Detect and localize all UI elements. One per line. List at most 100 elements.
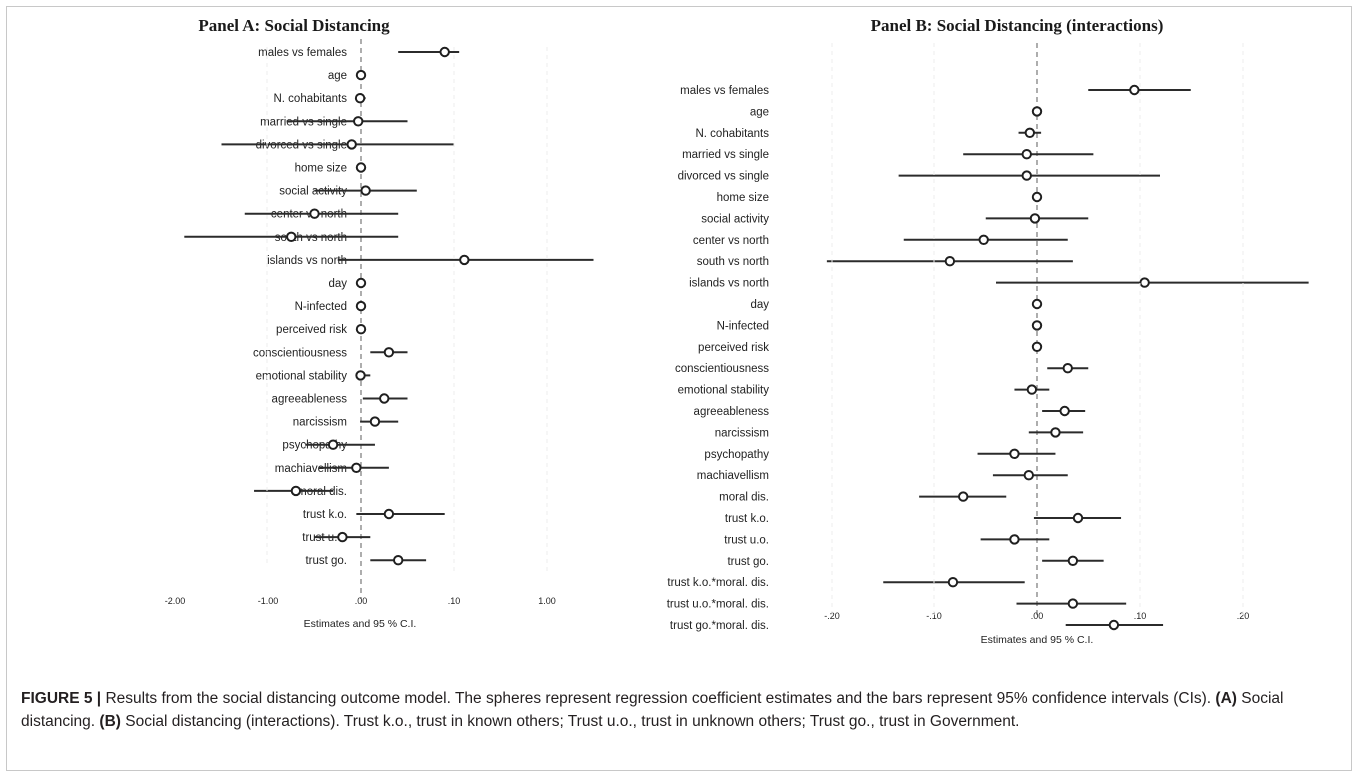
forest-plot-figure: Panel A: Social Distancing males vs femal…	[165, 16, 1309, 646]
panel-b-estimate-point	[1023, 470, 1034, 481]
panel-a-tick-label: .10	[448, 596, 461, 606]
panel-b-estimate-point	[978, 234, 989, 246]
panel-b-estimate-point	[1024, 127, 1036, 139]
panel-b-row-label: agreeableness	[694, 406, 770, 418]
panel-a-estimate-point	[355, 69, 367, 81]
panel-a-row-label: N. cohabitants	[273, 93, 347, 105]
panel-a-row-label: emotional stability	[256, 370, 348, 382]
panel-b-estimate-point	[1139, 277, 1150, 288]
panel-b-estimate-point	[947, 577, 959, 588]
panel-b-row-label: machiavellism	[697, 470, 769, 482]
panel-a-estimate-point	[383, 347, 395, 358]
panel-b-tick-label: -.10	[926, 611, 942, 621]
panel-b-row-label: perceived risk	[698, 342, 769, 354]
figure-caption: FIGURE 5 | Results from the social dista…	[21, 687, 1346, 733]
panel-b-row-label: moral dis.	[719, 492, 769, 504]
panel-a-row-label: trust go.	[305, 555, 347, 567]
panel-a-estimate-point	[337, 531, 348, 543]
panel-b-row-label: narcissism	[715, 427, 769, 439]
panel-b-estimate-point	[1029, 213, 1041, 224]
panel-b-row-label: N-infected	[717, 320, 769, 332]
panel-b-estimate-point	[1067, 598, 1079, 609]
panel-a-estimate-point	[353, 116, 364, 127]
panel-a-estimate-point	[286, 231, 297, 243]
panel-a-estimate-point	[346, 139, 357, 150]
panel-a-tick-label: 1.00	[538, 596, 556, 606]
panel-b-row-label: day	[750, 299, 769, 311]
panel-a-title: Panel A: Social Distancing	[198, 16, 390, 35]
panel-a-estimate-point	[355, 277, 367, 289]
panel-b-tick-label: .20	[1237, 611, 1250, 621]
panel-b-estimate-point	[1067, 555, 1079, 566]
panel-b-title: Panel B: Social Distancing (interactions…	[871, 16, 1164, 35]
panel-a-row-label: islands vs north	[267, 255, 347, 267]
panel-b-estimate-point	[1009, 534, 1020, 545]
figure-frame: Panel A: Social Distancing males vs femal…	[6, 6, 1352, 771]
panel-b-row-label: south vs north	[697, 256, 769, 268]
panel-a-estimate-point	[393, 555, 404, 566]
panel-b-row-label: home size	[717, 192, 769, 204]
panel-a-tick-label: .00	[355, 596, 368, 606]
panel-a-estimate-point	[459, 254, 470, 266]
panel-b-row-label: trust go.*moral. dis.	[670, 620, 769, 632]
caption-b-text: Social distancing (interactions). Trust …	[120, 713, 1020, 730]
panel-a-tick-label: -2.00	[165, 596, 186, 606]
panel-b-estimate-point	[1059, 405, 1070, 417]
panel-a-estimate-point	[383, 508, 395, 520]
panel-a-estimate-point	[360, 185, 371, 196]
panel-b-row-label: islands vs north	[689, 278, 769, 290]
panel-b-row-label: emotional stability	[678, 385, 770, 397]
panel-b-estimate-point	[944, 256, 956, 267]
panel-a-estimate-point	[309, 208, 320, 219]
panel-b-row-label: males vs females	[680, 85, 769, 97]
panel-a-estimate-point	[369, 416, 381, 427]
panel-b-estimate-point	[1021, 149, 1032, 160]
panel-a-estimate-point	[327, 439, 339, 450]
panel-a-row-label: perceived risk	[276, 324, 347, 336]
panel-a-estimate-point	[354, 93, 366, 104]
caption-b-label: (B)	[99, 713, 121, 730]
panel-b-row-label: trust u.o.*moral. dis.	[667, 599, 769, 611]
panel-a-row-label: N-infected	[295, 301, 347, 313]
panel-b-row-label: conscientiousness	[675, 363, 769, 375]
panel-a-row-label: home size	[295, 163, 347, 175]
panel-a-estimate-point	[355, 300, 367, 312]
panel-b-row-label: age	[750, 106, 769, 118]
panel-b-estimate-point	[1050, 427, 1061, 438]
panel-b-row-label: psychopathy	[704, 449, 769, 461]
panel-b-row-label: trust u.o.	[724, 534, 769, 546]
panel-b-estimate-point	[1031, 106, 1043, 117]
panel-b-estimate-point	[1031, 320, 1043, 331]
panel-b-row-label: center vs north	[693, 235, 769, 247]
panel-a-estimate-point	[355, 370, 366, 381]
panel-b-estimate-point	[1108, 619, 1120, 631]
panel-b-row-label: married vs single	[682, 149, 769, 161]
panel-b-estimate-point	[958, 491, 969, 502]
panel-a-row-label: social activity	[279, 186, 347, 198]
panel-b-row-label: social activity	[701, 213, 769, 225]
panel-a-estimate-point	[439, 46, 450, 58]
panel-b-tick-label: -.20	[824, 611, 840, 621]
panel-b-estimate-point	[1021, 170, 1032, 181]
panel-b-estimate-point	[1129, 84, 1140, 96]
panel-b-tick-label: .10	[1134, 611, 1147, 621]
panel-b-row-label: divorced vs single	[678, 171, 769, 183]
panel-a-row-label: narcissism	[293, 417, 347, 429]
panel-b-estimate-point	[1062, 363, 1073, 374]
caption-a-text: Social distancing.	[21, 690, 1284, 730]
panel-a-estimate-point	[351, 462, 362, 473]
caption-intro: Results from the social distancing outco…	[101, 690, 1216, 707]
panel-b-row-label: trust k.o.*moral. dis.	[667, 577, 769, 589]
panel-a-x-axis-title: Estimates and 95 % C.I.	[304, 618, 417, 630]
panel-a-row-label: conscientiousness	[253, 347, 347, 359]
panel-b-tick-label: .00	[1031, 611, 1044, 621]
panel-a-row-label: agreeableness	[272, 394, 348, 406]
panel-a-estimate-point	[290, 485, 302, 497]
panel-b-estimate-point	[1072, 512, 1084, 524]
panel-b-x-axis-title: Estimates and 95 % C.I.	[981, 634, 1094, 646]
panel-a-estimate-point	[355, 324, 367, 335]
panel-b-estimate-point	[1031, 298, 1043, 310]
caption-a-label: (A)	[1215, 690, 1237, 707]
panel-a-row-label: trust k.o.	[303, 509, 347, 521]
panel-b-row-label: trust go.	[727, 556, 769, 568]
